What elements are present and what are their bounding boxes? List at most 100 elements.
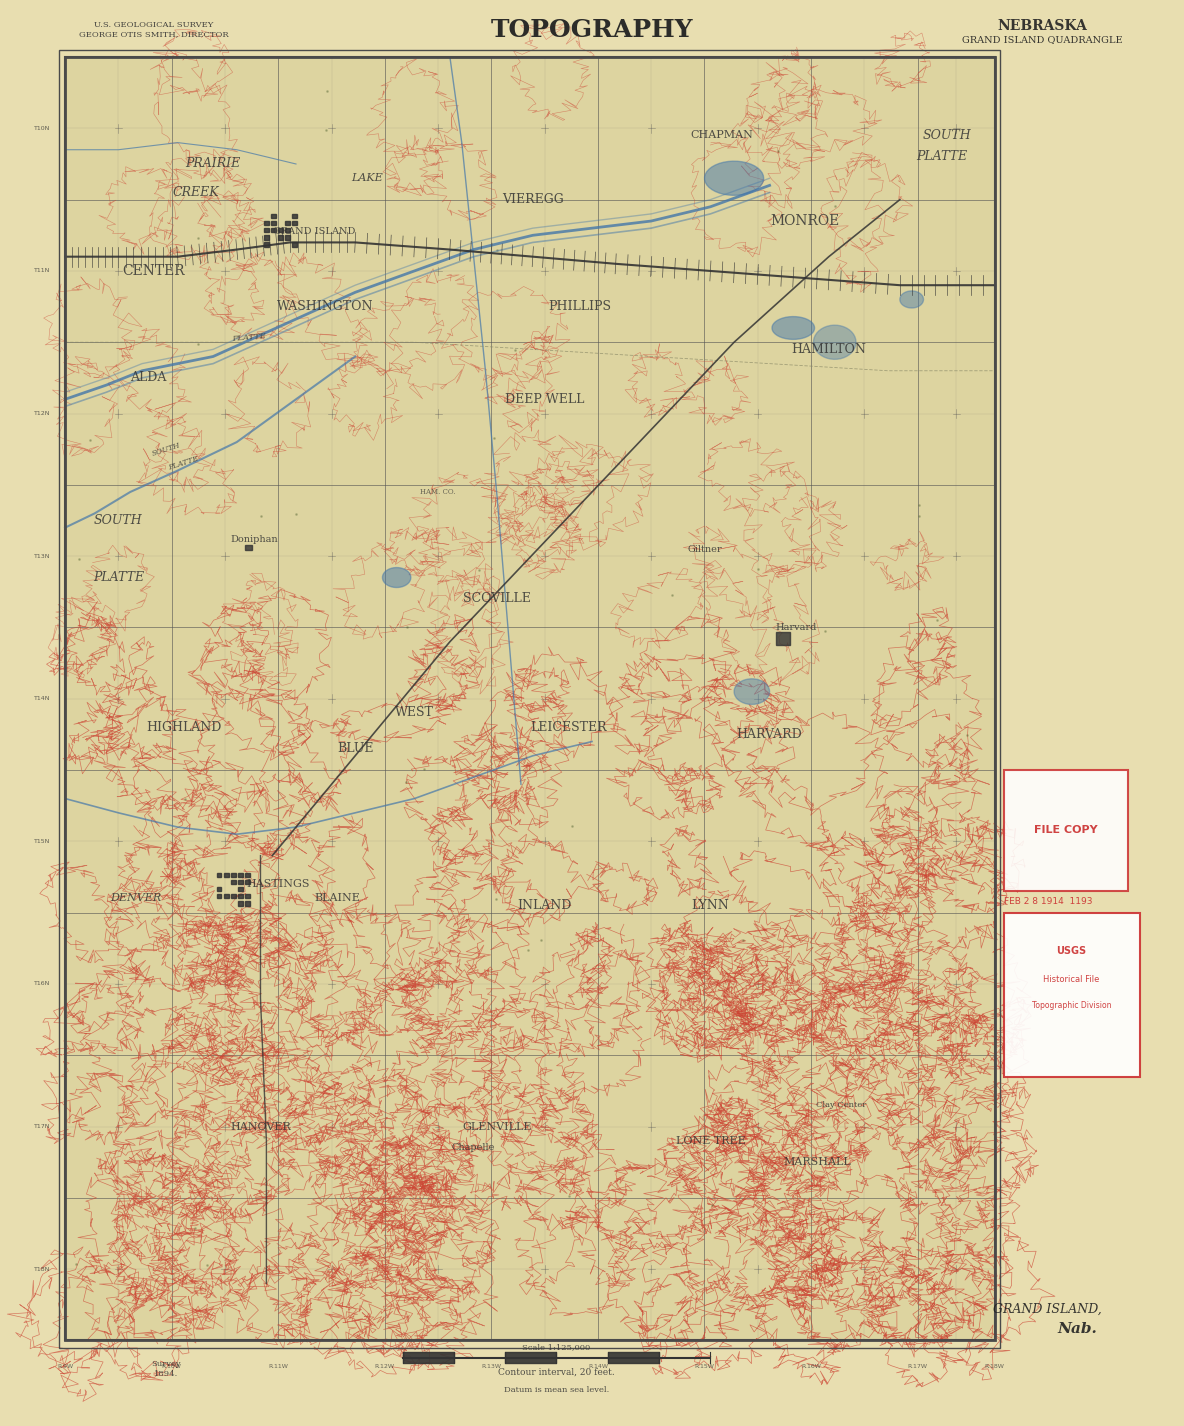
Text: VIEREGG: VIEREGG [502,193,564,207]
Bar [245,545,252,550]
Text: CREEK: CREEK [172,185,219,200]
Bar [1004,913,1140,1077]
Text: GRAND ISLAND QUADRANGLE: GRAND ISLAND QUADRANGLE [961,36,1122,44]
Text: FILE COPY: FILE COPY [1034,824,1098,836]
Text: Datum is mean sea level.: Datum is mean sea level. [504,1386,609,1395]
Text: R.13W: R.13W [482,1363,501,1369]
Bar [231,894,236,898]
Text: PHILLIPS: PHILLIPS [548,299,612,314]
Text: Topographic Division: Topographic Division [1031,1001,1112,1010]
Bar [238,873,243,877]
Text: R.17W: R.17W [908,1363,927,1369]
Polygon shape [382,568,411,588]
Polygon shape [813,325,856,359]
Text: LAKE: LAKE [352,173,382,184]
Text: PLATTE: PLATTE [92,570,144,585]
Bar [292,242,297,247]
Bar [271,228,276,232]
Text: T10N: T10N [34,125,51,131]
Text: Doniphan: Doniphan [231,535,278,543]
Bar [217,894,221,898]
Text: Clay Center: Clay Center [816,1101,866,1109]
Text: MONROE: MONROE [771,214,839,228]
Bar [285,235,290,240]
Bar [231,873,236,877]
Text: ALDA: ALDA [130,371,166,385]
Text: PRAIRIE: PRAIRIE [186,157,240,171]
Bar [59,50,1000,1348]
Bar [238,887,243,891]
Bar [264,242,269,247]
Bar [285,228,290,232]
Text: GRAND ISLAND,: GRAND ISLAND, [993,1302,1102,1316]
Bar [238,880,243,884]
Text: Scale 1:125,000: Scale 1:125,000 [522,1343,591,1352]
Text: WEST: WEST [395,706,433,720]
Bar [278,228,283,232]
Text: R.12W: R.12W [375,1363,394,1369]
Bar [245,894,250,898]
Text: FEB 2 8 1914  1193: FEB 2 8 1914 1193 [1004,897,1092,906]
Polygon shape [704,161,764,195]
Text: R.10W: R.10W [162,1363,181,1369]
Text: T15N: T15N [34,838,51,844]
Bar [217,887,221,891]
Text: HAM. CO.: HAM. CO. [420,488,456,496]
Bar [271,221,276,225]
Text: HANOVER: HANOVER [230,1121,291,1132]
Text: GRAND ISLAND: GRAND ISLAND [272,227,355,235]
Bar [231,880,236,884]
Text: R.15W: R.15W [695,1363,714,1369]
Bar [217,873,221,877]
Bar [224,894,229,898]
Bar [245,873,250,877]
Bar [245,901,250,906]
Text: SCOVILLE: SCOVILLE [463,592,532,606]
Text: CENTER: CENTER [123,264,185,278]
Bar [238,894,243,898]
Bar [292,214,297,218]
Text: HASTINGS: HASTINGS [246,878,310,890]
Polygon shape [772,317,815,339]
Bar [1004,770,1128,891]
Text: LYNN: LYNN [691,898,729,913]
Bar [776,632,790,645]
Bar [271,214,276,218]
Text: BLAINE: BLAINE [315,893,360,904]
Text: T18N: T18N [34,1266,51,1272]
Text: PLATTE: PLATTE [231,332,266,344]
Text: GLENVILLE: GLENVILLE [463,1121,532,1132]
Bar [264,221,269,225]
Bar [65,57,995,1340]
Text: USGS: USGS [1056,945,1087,957]
Bar [403,1352,453,1363]
Bar [285,221,290,225]
Text: Contour interval, 20 feet.: Contour interval, 20 feet. [498,1368,614,1376]
Bar [245,880,250,884]
Text: NEBRASKA: NEBRASKA [997,19,1087,33]
Text: Survey
1894.: Survey 1894. [150,1360,181,1378]
Text: SOUTH: SOUTH [94,513,143,528]
Text: LEICESTER: LEICESTER [530,720,606,734]
Text: Historical File: Historical File [1043,975,1100,984]
Text: R.11W: R.11W [269,1363,288,1369]
Text: T11N: T11N [34,268,51,274]
Text: BLUE: BLUE [337,742,373,756]
Text: R.16W: R.16W [802,1363,821,1369]
Bar [292,221,297,225]
Text: U.S. GEOLOGICAL SURVEY
GEORGE OTIS SMITH, DIRECTOR: U.S. GEOLOGICAL SURVEY GEORGE OTIS SMITH… [79,21,229,39]
Bar [264,228,269,232]
Text: MARSHALL: MARSHALL [783,1156,851,1168]
Text: T17N: T17N [34,1124,51,1129]
Bar [506,1352,556,1363]
Bar [278,235,283,240]
Text: DEEP WELL: DEEP WELL [504,392,585,406]
Text: CHAPMAN: CHAPMAN [690,130,754,141]
Text: PLATTE: PLATTE [167,455,200,472]
Text: Chapelle: Chapelle [452,1144,495,1152]
Text: WASHINGTON: WASHINGTON [277,299,374,314]
Text: DENVER: DENVER [110,893,162,904]
Text: LONE TREE: LONE TREE [676,1135,745,1147]
Text: Giltner: Giltner [687,545,722,553]
Bar [65,57,995,1340]
